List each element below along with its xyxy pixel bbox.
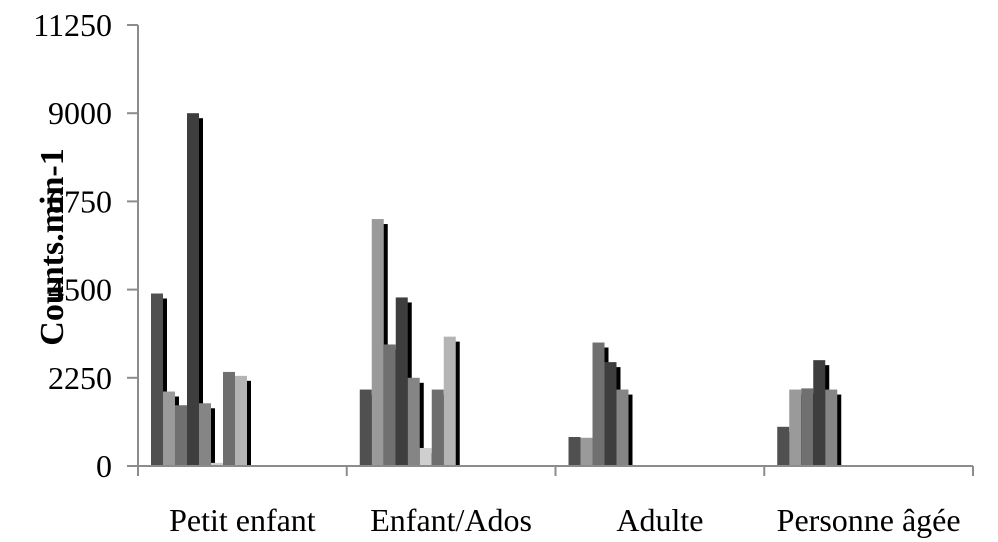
y-tick-label: 6750 — [48, 183, 112, 219]
bar — [395, 297, 408, 466]
bar — [825, 389, 838, 466]
bar — [616, 389, 629, 466]
bar — [211, 462, 223, 466]
bar — [443, 336, 456, 466]
bars — [151, 113, 838, 466]
bar — [419, 447, 432, 466]
x-category-label: Adulte — [616, 502, 703, 538]
bar — [431, 389, 444, 466]
bar — [592, 342, 605, 466]
y-tick-label: 2250 — [48, 360, 112, 396]
bar-shadows — [155, 118, 842, 466]
bar — [407, 377, 420, 466]
y-tick-label: 9000 — [48, 95, 112, 131]
x-category-label: Petit enfant — [169, 502, 316, 538]
bar — [187, 113, 199, 466]
bar — [163, 391, 175, 466]
x-ticks: Petit enfant Enfant/Ados Adulte Personne âg… — [137, 466, 974, 538]
bar — [383, 344, 396, 466]
x-category-label: Enfant/Ados — [370, 502, 532, 538]
bar — [199, 403, 211, 466]
bar — [604, 362, 617, 466]
y-ticks: 0 2250 4500 6750 9000 11250 — [33, 7, 138, 484]
bar — [777, 426, 790, 466]
bar — [568, 436, 581, 466]
bar — [371, 219, 384, 466]
bar — [151, 293, 163, 466]
bar — [789, 389, 802, 466]
bar — [223, 371, 235, 466]
y-tick-label: 0 — [96, 448, 112, 484]
bar — [175, 405, 187, 466]
bar — [580, 437, 593, 466]
x-category-label: Personne âgée — [777, 502, 961, 538]
y-tick-label: 4500 — [48, 272, 112, 308]
y-axis-title: Counts.min-1 — [34, 148, 71, 345]
y-tick-label: 11250 — [33, 7, 112, 43]
bar — [813, 360, 826, 466]
bar — [235, 375, 247, 466]
bar — [359, 389, 372, 466]
bar — [801, 388, 814, 466]
